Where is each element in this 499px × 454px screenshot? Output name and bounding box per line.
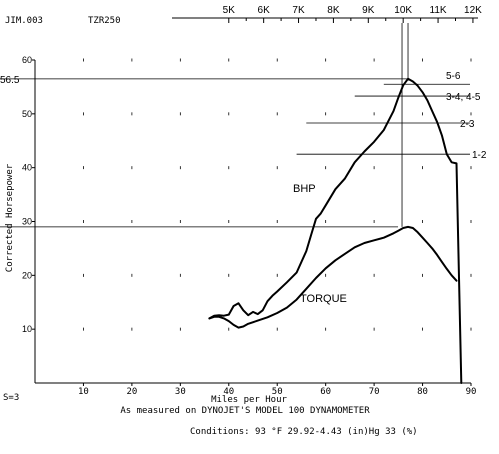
y-tick-label: 30: [22, 217, 32, 227]
rpm-tick-label: 9K: [362, 5, 375, 16]
gear-label: 3-4, 4-5: [446, 92, 481, 103]
gear-label: 1-2: [472, 150, 487, 161]
y-axis: 10 20 30 40 50 60: [22, 55, 35, 334]
conditions-text: Conditions: 93 °F 29.92-4.43 (in)Hg 33 (…: [190, 427, 418, 437]
left-code: S=3: [3, 393, 19, 403]
y-tick-label: 60: [22, 55, 32, 65]
peak-hp-label: 56.5: [0, 75, 20, 86]
x-tick-label: 90: [466, 387, 477, 397]
x-tick-label: 20: [126, 387, 137, 397]
file-label: JIM.003: [5, 16, 43, 26]
plot-frame: [34, 60, 471, 384]
y-tick-label: 40: [22, 163, 32, 173]
y-tick-label: 10: [22, 324, 32, 334]
x-tick-label: 50: [272, 387, 283, 397]
rpm-axis: 5K 6K 7K 8K 9K 10K 11K 12K: [172, 5, 482, 23]
torque-series-line: [208, 225, 458, 329]
gear-label: 5-6: [446, 71, 461, 82]
x-tick-label: 60: [320, 387, 331, 397]
series-lines: [208, 77, 463, 384]
rpm-tick-label: 12K: [464, 5, 482, 16]
y-axis-label: Corrected Horsepower: [5, 163, 15, 272]
x-tick-label: 80: [417, 387, 428, 397]
rpm-tick-label: 8K: [327, 5, 340, 16]
annotations: 56.5 BHP TORQUE 5-6 3-4, 4-5 2-3 1-2: [0, 71, 487, 305]
x-tick-label: 30: [175, 387, 186, 397]
source-text: As measured on DYNOJET'S MODEL 100 DYNAM…: [120, 406, 370, 416]
x-tick-label: 10: [78, 387, 89, 397]
torque-label: TORQUE: [300, 293, 347, 305]
reference-lines: [0, 23, 470, 228]
x-axis: 10 20 30 40 50 60 70 80 90: [78, 383, 476, 397]
rpm-tick-label: 6K: [258, 5, 271, 16]
x-tick-label: 40: [223, 387, 234, 397]
rpm-tick-label: 5K: [223, 5, 236, 16]
x-tick-label: 70: [369, 387, 380, 397]
y-tick-label: 20: [22, 270, 32, 280]
rpm-tick-label: 10K: [394, 5, 412, 16]
rpm-tick-label: 7K: [292, 5, 305, 16]
bhp-series-line: [208, 77, 463, 384]
gear-label: 2-3: [460, 119, 475, 130]
rpm-tick-label: 11K: [430, 5, 447, 16]
x-axis-label: Miles per Hour: [211, 395, 287, 405]
model-label: TZR250: [88, 16, 121, 26]
grid-dots: [83, 58, 472, 331]
bhp-label: BHP: [293, 183, 316, 195]
y-tick-label: 50: [22, 109, 32, 119]
